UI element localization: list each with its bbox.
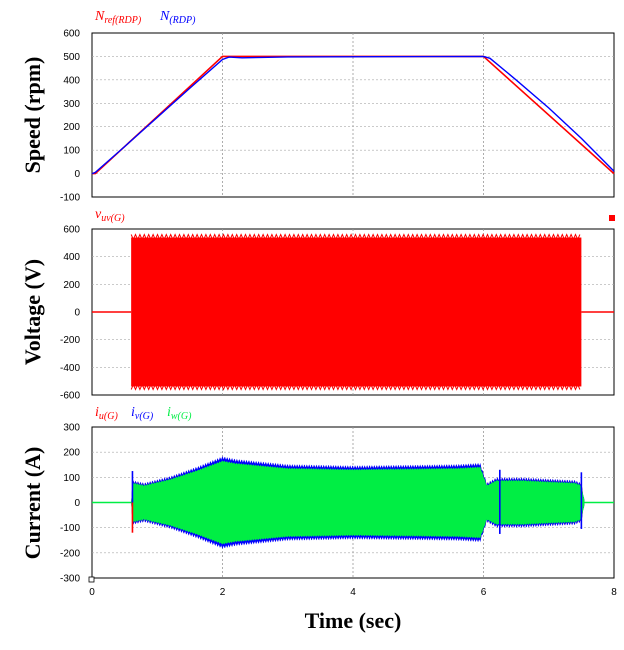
legend-vuv: vuv(G) xyxy=(95,207,125,224)
voltage-pwm-band xyxy=(131,237,582,387)
y-tick-label: -100 xyxy=(60,523,80,534)
y-tick-label: 100 xyxy=(63,146,80,157)
voltage-panel: -600 -400 -200 0 200 400 600 Voltage (V) vuv(G… xyxy=(20,207,615,402)
voltage-band-bottom-edge xyxy=(130,383,581,391)
y-tick-label: 300 xyxy=(63,423,80,434)
legend-iu: iu(G) xyxy=(95,405,118,422)
y-tick-label: 0 xyxy=(74,169,80,180)
y-tick-label: 400 xyxy=(63,252,80,263)
y-tick-label: 300 xyxy=(63,99,80,110)
x-tick-label: 4 xyxy=(350,587,356,598)
axis-origin-marker xyxy=(88,576,95,583)
current-y-axis-label: Current (A) xyxy=(20,447,45,560)
voltage-y-ticks: -600 -400 -200 0 200 400 600 xyxy=(60,225,80,402)
y-tick-label: 200 xyxy=(63,122,80,133)
current-panel: -300 -200 -100 0 100 200 300 0 2 4 6 8 Current (A)… xyxy=(20,405,617,598)
y-tick-label: 400 xyxy=(63,75,80,86)
y-tick-label: -400 xyxy=(60,363,80,374)
y-tick-label: 100 xyxy=(63,473,80,484)
x-tick-label: 6 xyxy=(481,587,487,598)
voltage-legend-marker xyxy=(609,215,615,221)
current-x-ticks: 0 2 4 6 8 xyxy=(89,587,617,598)
speed-panel: -100 0 100 200 300 400 500 600 Speed (rpm) Nref… xyxy=(20,9,615,204)
nref-series-line xyxy=(92,55,615,175)
y-tick-label: 500 xyxy=(63,52,80,63)
y-tick-label: 0 xyxy=(74,498,80,509)
y-tick-label: 600 xyxy=(63,29,80,40)
voltage-series xyxy=(92,233,614,391)
y-tick-label: -600 xyxy=(60,391,80,402)
y-tick-label: 600 xyxy=(63,225,80,236)
iw-series-envelope xyxy=(92,460,614,545)
legend-n: N(RDP) xyxy=(159,9,196,26)
speed-y-axis-label: Speed (rpm) xyxy=(20,57,45,174)
current-series xyxy=(92,456,614,549)
current-y-ticks: -300 -200 -100 0 100 200 300 xyxy=(60,423,80,585)
x-tick-label: 2 xyxy=(220,587,226,598)
y-tick-label: -100 xyxy=(60,193,80,204)
y-tick-label: -200 xyxy=(60,548,80,559)
voltage-y-axis-label: Voltage (V) xyxy=(20,259,45,365)
x-axis-label: Time (sec) xyxy=(305,608,402,633)
x-tick-label: 8 xyxy=(611,587,617,598)
speed-series xyxy=(91,55,615,175)
y-tick-label: -300 xyxy=(60,574,80,585)
voltage-band-top-edge xyxy=(130,233,581,241)
n-series-line xyxy=(91,55,615,175)
legend-iv: iv(G) xyxy=(131,405,154,422)
y-tick-label: 200 xyxy=(63,280,80,291)
legend-nref: Nref(RDP) xyxy=(94,9,142,26)
legend-iw: iw(G) xyxy=(167,405,192,422)
x-tick-label: 0 xyxy=(89,587,95,598)
y-tick-label: -200 xyxy=(60,335,80,346)
y-tick-label: 0 xyxy=(74,308,80,319)
y-tick-label: 200 xyxy=(63,448,80,459)
speed-y-ticks: -100 0 100 200 300 400 500 600 xyxy=(60,29,80,204)
